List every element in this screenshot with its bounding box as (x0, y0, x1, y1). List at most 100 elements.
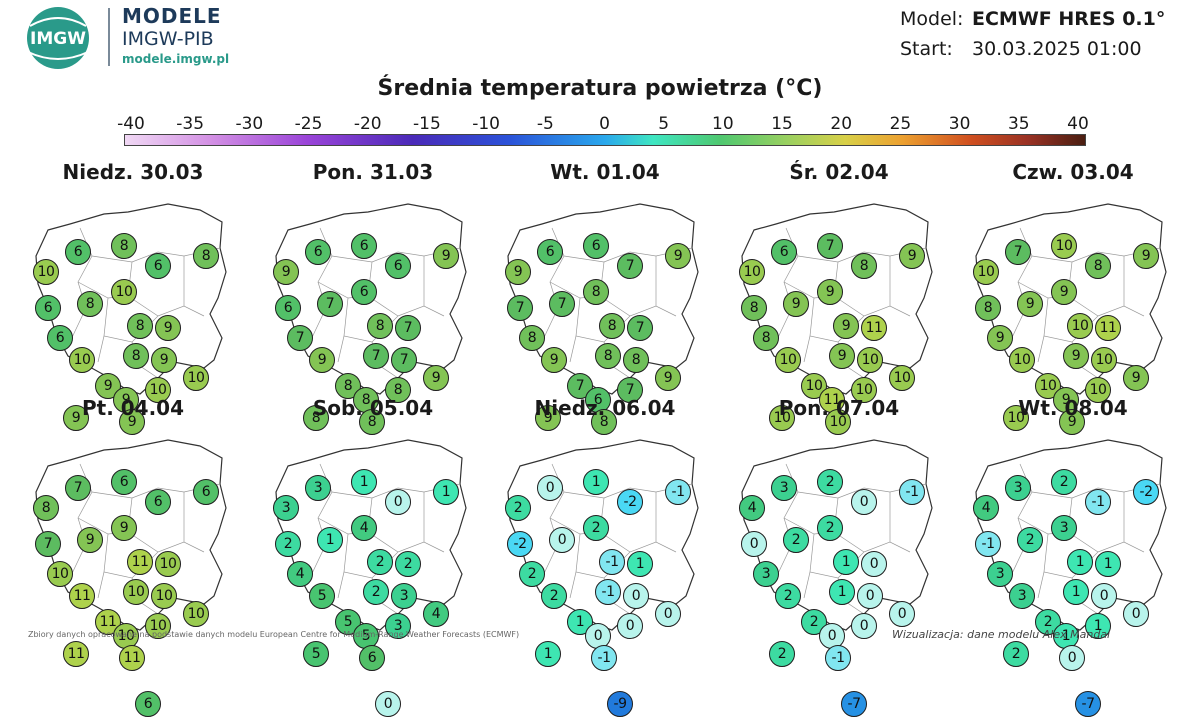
panel-day-title: Wt. 08.04 (1018, 396, 1128, 420)
temperature-bubble: 2 (817, 515, 843, 541)
temperature-bubble: 6 (351, 279, 377, 305)
brand-title: MODELE (122, 4, 222, 28)
temperature-bubble: 1 (535, 641, 561, 667)
temperature-bubble: 8 (1085, 253, 1111, 279)
temperature-bubble: 2 (783, 527, 809, 553)
temperature-bubble: 2 (541, 583, 567, 609)
temperature-bubble: 11 (63, 641, 89, 667)
temperature-bubble: 10 (1085, 377, 1111, 403)
logo-text: IMGW (30, 29, 86, 49)
forecast-panel: Wt. 01.04667997788879878967891 (490, 160, 720, 481)
temperature-bubble: 10 (123, 579, 149, 605)
temperature-bubble: 2 (275, 531, 301, 557)
panel-day-title: Pon. 31.03 (312, 160, 434, 184)
region-border (569, 335, 577, 363)
temperature-bubble: 11 (1095, 315, 1121, 341)
temperature-bubble: 8 (599, 313, 625, 339)
color-scale-bar (124, 134, 1086, 146)
scale-tick-label: -10 (472, 114, 501, 134)
temperature-bubble: 9 (655, 365, 681, 391)
temperature-bubble: 9 (111, 515, 137, 541)
temperature-bubble: 9 (665, 243, 691, 269)
temperature-bubble: 9 (63, 405, 89, 431)
temperature-bubble: 7 (65, 475, 91, 501)
temperature-bubble: 6 (47, 325, 73, 351)
temperature-bubble: 8 (335, 373, 361, 399)
temperature-bubble: 7 (35, 531, 61, 557)
temperature-bubble: 9 (535, 405, 561, 431)
header-divider (108, 8, 110, 66)
temperature-bubble: 2 (1017, 527, 1043, 553)
temperature-bubble: 1 (1067, 549, 1093, 575)
scale-tick-label: -40 (117, 114, 145, 134)
start-label: Start: (900, 38, 953, 60)
temperature-bubble: 10 (69, 347, 95, 373)
temperature-bubble: 8 (595, 343, 621, 369)
temperature-bubble: 8 (851, 253, 877, 279)
temperature-bubble: 6 (193, 479, 219, 505)
temperature-bubble: -2 (1133, 479, 1159, 505)
forecast-panel: Pt. 04.04 7 6 6 6 8 7 9 9 10 11 10 11 10 11 10 11 10 10 11 1… (18, 396, 248, 717)
temperature-bubble: 2 (817, 469, 843, 495)
temperature-bubble: 7 (549, 291, 575, 317)
temperature-bubble: 9 (423, 365, 449, 391)
temperature-bubble: 10 (111, 279, 137, 305)
temperature-bubble: 6 (771, 239, 797, 265)
region-border (97, 571, 105, 599)
forecast-panel: Czw. 03.04710891089991011109101010910994 (958, 160, 1188, 481)
temperature-bubble: -1 (1085, 489, 1111, 515)
temperature-bubble: 1 (829, 579, 855, 605)
panel-day-title: Śr. 02.04 (789, 160, 889, 184)
panel-day-title: Sob. 05.04 (312, 396, 434, 420)
temperature-bubble: 9 (541, 347, 567, 373)
scale-tick-label: 25 (889, 114, 912, 134)
temperature-bubble: -1 (591, 645, 617, 671)
temperature-bubble: 6 (275, 295, 301, 321)
temperature-bubble: 0 (1059, 645, 1085, 671)
temperature-bubble: 5 (309, 583, 335, 609)
temperature-bubble: 0 (375, 691, 401, 717)
scale-tick-label: -20 (353, 114, 382, 134)
imgw-logo: IMGW (24, 6, 96, 70)
forecast-panel: Niedz. 06.04 0 1 -2 -1 2 -2 0 2 2 -1 1 2 -1 1 0 1 0 0 -1 0 -9 (490, 396, 720, 717)
scale-tick-label: -25 (294, 114, 323, 134)
temperature-bubble: 10 (825, 409, 851, 435)
temperature-bubble: 3 (1009, 583, 1035, 609)
temperature-bubble: 9 (1063, 343, 1089, 369)
temperature-bubble: 9 (1133, 243, 1159, 269)
temperature-bubble: -1 (665, 479, 691, 505)
temperature-bubble: 10 (145, 613, 171, 639)
panel-day-title: Pt. 04.04 (81, 396, 185, 420)
panel-day-title: Niedz. 30.03 (62, 160, 204, 184)
temperature-bubble: 6 (385, 253, 411, 279)
temperature-bubble: 8 (385, 377, 411, 403)
temperature-bubble: 2 (519, 561, 545, 587)
temperature-bubble: 10 (973, 259, 999, 285)
temperature-bubble: 7 (391, 347, 417, 373)
temperature-bubble: 10 (183, 601, 209, 627)
temperature-bubble: 0 (655, 601, 681, 627)
temperature-bubble: 7 (567, 373, 593, 399)
temperature-bubble: 8 (975, 295, 1001, 321)
temperature-bubble: 3 (391, 583, 417, 609)
temperature-bubble: 10 (47, 561, 73, 587)
temperature-bubble: 6 (585, 387, 611, 413)
temperature-bubble: 9 (273, 259, 299, 285)
temperature-bubble: 0 (741, 531, 767, 557)
temperature-bubble: 4 (423, 601, 449, 627)
temperature-bubble: 7 (617, 377, 643, 403)
region-border (1037, 335, 1045, 363)
scale-tick-label: 10 (712, 114, 734, 134)
forecast-panel: Pon. 07.04 3 2 0 -1 4 0 2 2 3 1 0 2 1 2 0 2 0 0 -1 0 -7 (724, 396, 954, 717)
temperature-bubble: 2 (1051, 469, 1077, 495)
forecast-panel: Niedz. 30.0368681068106891089999109105 (18, 160, 248, 481)
temperature-bubble: 1 (627, 551, 653, 577)
temperature-bubble: 6 (359, 645, 385, 671)
temperature-bubble: 5 (303, 641, 329, 667)
temperature-bubble: 0 (617, 613, 643, 639)
forecast-panel: Pon. 31.03666996767879787888890 (258, 160, 488, 481)
temperature-bubble: 9 (899, 243, 925, 269)
scale-tick-label: 15 (771, 114, 793, 134)
temperature-bubble: -7 (841, 691, 867, 717)
brand-url[interactable]: modele.imgw.pl (122, 52, 230, 66)
